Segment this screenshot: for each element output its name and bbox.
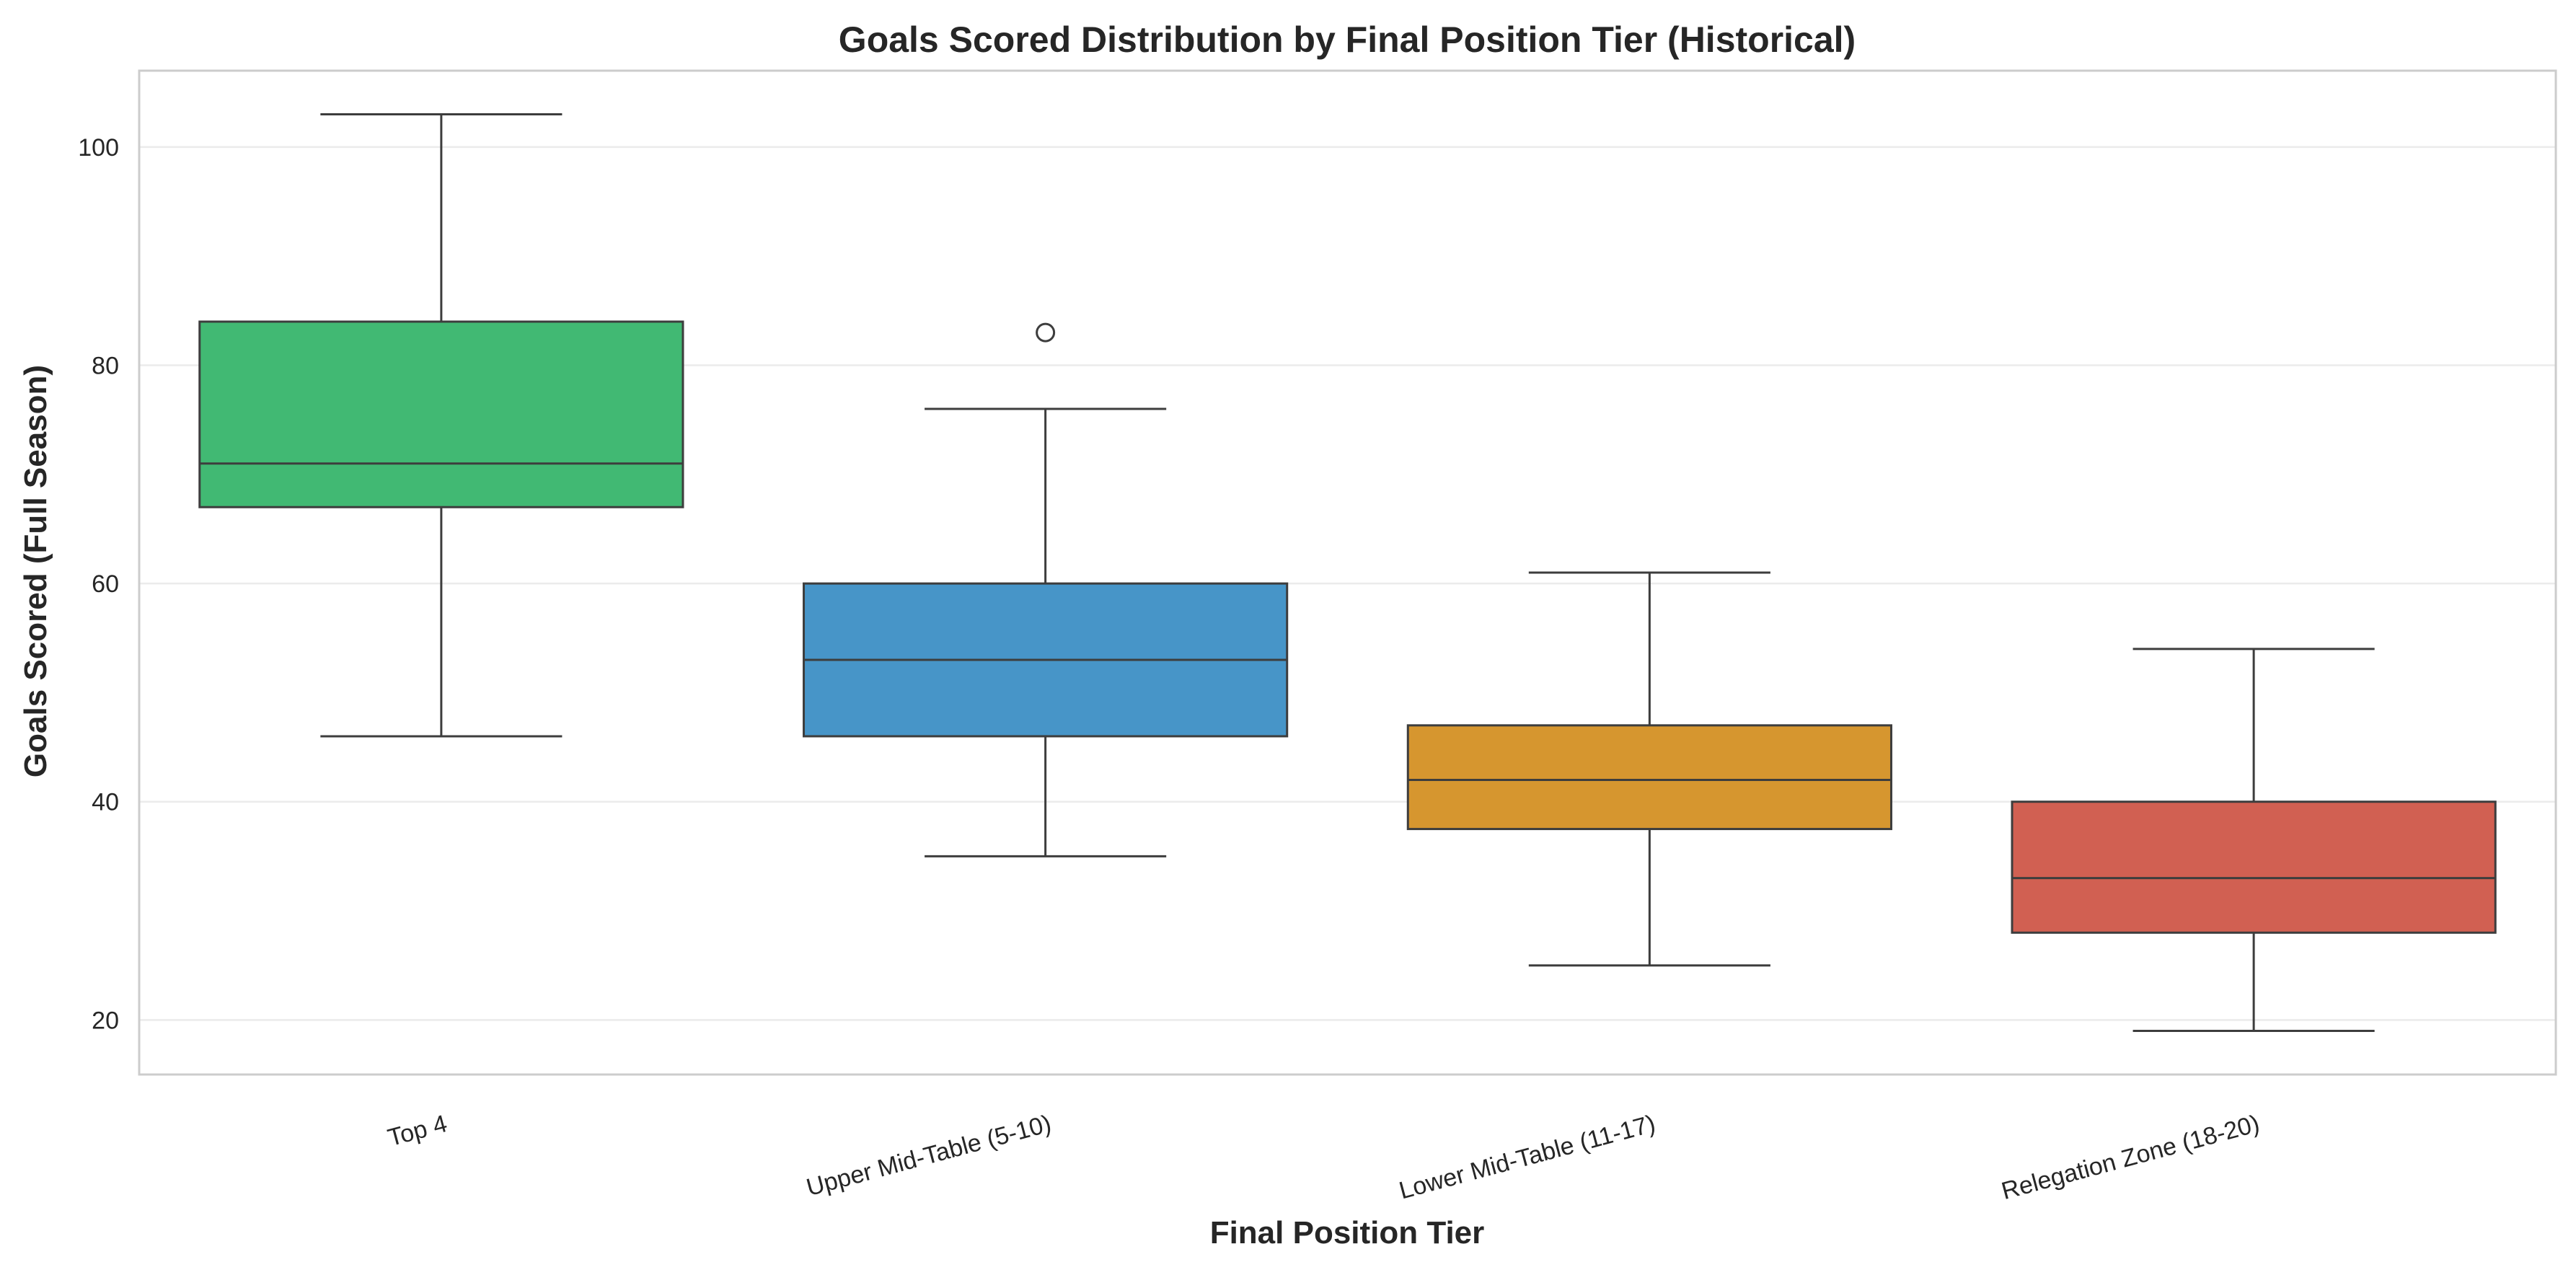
plot-area-frame — [138, 69, 2557, 1076]
y-axis-ticks: 20 40 60 80 100 — [78, 134, 119, 1034]
box-iqr — [2011, 800, 2497, 934]
x-tick-label: Relegation Zone (18-20) — [1998, 1110, 2262, 1205]
y-tick-label: 40 — [92, 789, 119, 816]
box-group — [803, 322, 1289, 857]
x-axis-label: Final Position Tier — [1210, 1215, 1485, 1250]
box-group — [2011, 648, 2497, 1032]
y-tick-label: 20 — [92, 1007, 119, 1034]
x-tick-label: Lower Mid-Table (11-17) — [1396, 1110, 1658, 1204]
y-tick-label: 60 — [92, 570, 119, 598]
x-tick-label: Upper Mid-Table (5-10) — [803, 1110, 1054, 1201]
box-iqr — [1406, 724, 1892, 831]
x-axis-ticks: Top 4 Upper Mid-Table (5-10) Lower Mid-Tab… — [385, 1110, 2262, 1205]
box-group — [1406, 571, 1892, 967]
box-group — [198, 113, 684, 738]
y-tick-label: 100 — [78, 134, 119, 162]
y-tick-label: 80 — [92, 353, 119, 380]
box-iqr — [198, 320, 684, 508]
boxes — [198, 113, 2497, 1032]
x-tick-label: Top 4 — [385, 1110, 450, 1152]
chart-title: Goals Scored Distribution by Final Posit… — [839, 19, 1856, 60]
outlier-point — [1036, 322, 1056, 343]
y-axis-label: Goals Scored (Full Season) — [18, 365, 53, 777]
